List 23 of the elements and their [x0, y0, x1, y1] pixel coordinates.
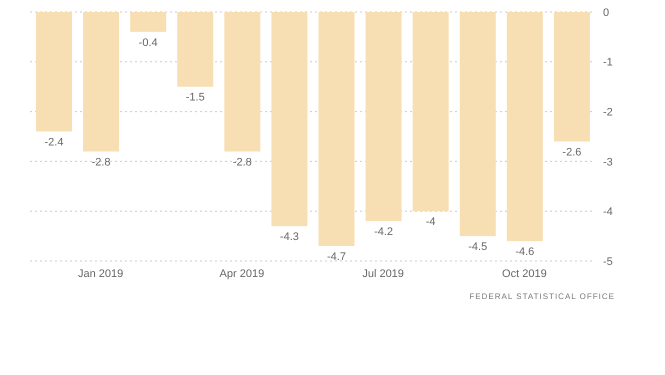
data-label: -4.5	[468, 241, 488, 254]
data-label: -2.8	[232, 156, 252, 168]
data-label: -4.2	[374, 226, 394, 238]
y-tick-label: -2	[603, 106, 613, 119]
x-tick-label: Jul 2019	[362, 268, 404, 280]
data-label: -4.7	[327, 251, 346, 264]
x-tick-label: Jan 2019	[78, 268, 124, 280]
data-label: -1.5	[186, 92, 205, 104]
data-label: -2.6	[562, 146, 582, 158]
y-tick-label: -4	[603, 206, 613, 218]
x-tick-label: Oct 2019	[502, 268, 547, 280]
data-label: -4	[426, 216, 436, 228]
text: FEDERAL STATISTICAL OFFICE	[469, 292, 615, 301]
x-tick-label: Apr 2019	[220, 268, 264, 280]
data-label: -4.6	[515, 246, 534, 258]
data-label: -0.4	[138, 36, 158, 49]
data-label: -4.3	[280, 231, 299, 244]
y-tick-label: 0	[603, 6, 610, 19]
data-label: -2.4	[44, 136, 64, 149]
y-tick-label: -1	[603, 56, 613, 69]
y-tick-label: -5	[603, 256, 613, 268]
y-tick-label: -3	[603, 156, 613, 168]
data-label: -2.8	[92, 156, 111, 168]
